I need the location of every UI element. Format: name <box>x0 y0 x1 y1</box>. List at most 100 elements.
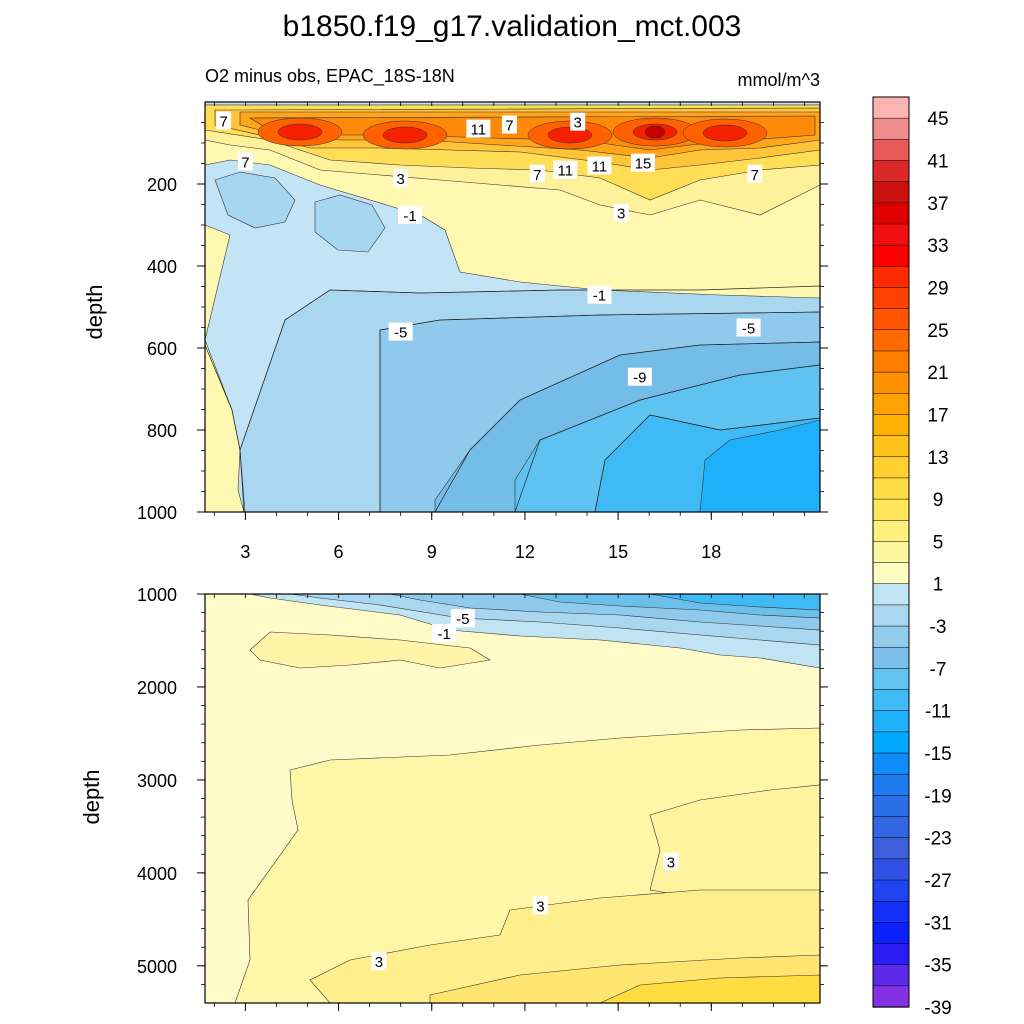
bottom-contour-label-0: -5 <box>456 611 469 628</box>
bot-band-upper-yellow <box>249 631 491 669</box>
colorbar-swatch-26 <box>872 646 910 670</box>
top-contour-line-1 <box>239 285 821 451</box>
colorbar-swatch-41 <box>872 964 910 987</box>
colorbar-label-5: 25 <box>927 321 948 342</box>
colorbar-swatch-8 <box>872 266 910 289</box>
top-hotspot-core-2 <box>547 126 593 144</box>
bottom-contour-label-2: 3 <box>667 855 675 872</box>
colorbar-label-10: 5 <box>933 532 944 553</box>
colorbar-swatch-23 <box>872 583 910 606</box>
colorbar-swatch-1 <box>872 117 910 140</box>
top-contour-label-bg-16 <box>627 367 652 386</box>
top-contour-line-3 <box>434 341 821 513</box>
top-ytick-label: 200 <box>147 175 177 195</box>
colorbar-label-3: 33 <box>927 236 948 257</box>
top-hotspot-core-1 <box>382 126 428 144</box>
colorbar: 45 41 37 33 29 25 21 17 13 9 5 1 -3 -7 -11 -15 -19 -23 -27… <box>872 96 952 1019</box>
top-contour-label-5: 3 <box>397 171 405 188</box>
colorbar-swatch-7 <box>872 244 910 267</box>
colorbar-label-20: -35 <box>924 956 951 977</box>
top-contour-label-4: 3 <box>574 115 582 132</box>
top-ytick-label: 1000 <box>137 503 177 523</box>
colorbar-swatch-5 <box>872 202 910 225</box>
top-contour-label-bg-15 <box>736 318 761 337</box>
colorbar-swatch-17 <box>872 456 910 479</box>
colorbar-swatch-13 <box>872 371 910 394</box>
bottom-ytick-label: 5000 <box>137 957 177 977</box>
top-contour-label-bg-5 <box>393 168 409 187</box>
colorbar-swatch-11 <box>872 329 910 352</box>
bottom-ytick-label: 3000 <box>137 771 177 791</box>
colorbar-swatch-29 <box>872 710 910 733</box>
figure-title: b1850.f19_g17.validation_mct.003 <box>283 10 742 43</box>
top-contour-label-bg-6 <box>529 164 545 183</box>
colorbar-swatch-6 <box>872 223 910 246</box>
colorbar-label-13: -7 <box>930 659 947 680</box>
top-contour-label-2: 11 <box>471 122 487 139</box>
top-xtick-label: 18 <box>701 542 721 562</box>
colorbar-swatch-22 <box>872 562 910 585</box>
top-hotspot-core-4 <box>702 124 748 142</box>
top-contour-label-1: 7 <box>241 154 249 171</box>
colorbar-swatch-28 <box>872 689 910 712</box>
top-contour-label-3: 7 <box>505 118 513 135</box>
colorbar-label-7: 17 <box>927 405 948 426</box>
bottom-ytick-label: 4000 <box>137 864 177 884</box>
top-contour-label-0: 7 <box>219 113 227 130</box>
bottom-contour-label-bg-4 <box>371 952 387 971</box>
colorbar-swatch-32 <box>872 773 910 797</box>
colorbar-label-16: -19 <box>924 786 951 807</box>
top-contour-label-11: 3 <box>617 206 625 223</box>
top-contour-label-6: 7 <box>533 167 541 184</box>
bottom-ytick-label: 1000 <box>137 585 177 605</box>
top-contour-label-bg-3 <box>501 115 517 134</box>
colorbar-label-18: -27 <box>924 871 951 892</box>
top-contour-label-13: -1 <box>593 288 606 305</box>
top-contour-label-bg-13 <box>587 285 612 304</box>
colorbar-label-1: 41 <box>927 151 948 172</box>
top-hotspot-core-0 <box>277 123 323 141</box>
top-contour-label-bg-11 <box>613 203 629 222</box>
colorbar-label-8: 13 <box>927 448 948 469</box>
colorbar-swatch-37 <box>872 879 910 902</box>
colorbar-swatch-10 <box>872 308 910 331</box>
colorbar-swatch-35 <box>872 837 910 860</box>
top-contour-line-4 <box>514 364 821 513</box>
top-contour-label-10: 7 <box>751 167 759 184</box>
bottom-contour-label-3: 3 <box>536 898 544 915</box>
colorbar-label-12: -3 <box>930 617 947 638</box>
colorbar-swatch-39 <box>872 922 910 945</box>
top-contour-label-7: 11 <box>558 163 574 180</box>
colorbar-swatch-27 <box>872 668 910 691</box>
colorbar-swatch-16 <box>872 435 910 458</box>
colorbar-label-2: 37 <box>927 194 948 215</box>
top-contour-label-15: -5 <box>742 321 755 338</box>
top-pocket-mid <box>314 194 386 253</box>
top-panel: 3 6 9 12 15 18 200 400 600 800 1000 7 7 11 7 3 3 7 11 11 15 7… <box>137 101 828 562</box>
colorbar-label-6: 21 <box>927 363 948 384</box>
colorbar-swatch-12 <box>872 350 910 373</box>
bottom-contour-label-bg-3 <box>532 896 548 915</box>
top-xtick-label: 9 <box>427 542 437 562</box>
colorbar-swatch-33 <box>872 795 910 818</box>
top-contour-label-9: 15 <box>635 156 652 173</box>
colorbar-swatch-3 <box>872 160 910 183</box>
colorbar-swatch-42 <box>872 985 910 1008</box>
top-contour-label-bg-9 <box>630 153 655 172</box>
top-ytick-label: 800 <box>147 421 177 441</box>
top-xtick-label: 12 <box>515 542 535 562</box>
bottom-contour-label-4: 3 <box>375 954 383 971</box>
top-contour-line-2 <box>379 311 821 512</box>
top-contour-label-bg-0 <box>216 111 232 130</box>
bottom-contour-label-bg-0 <box>450 609 475 628</box>
bottom-ytick-label: 2000 <box>137 678 177 698</box>
colorbar-label-9: 9 <box>933 490 944 511</box>
top-xtick-label: 15 <box>608 542 628 562</box>
top-contour-label-bg-7 <box>553 160 578 179</box>
top-xtick-label: 6 <box>334 542 344 562</box>
top-contour-label-16: -9 <box>633 370 646 387</box>
top-contour-label-bg-14 <box>388 322 413 341</box>
colorbar-label-19: -31 <box>924 913 951 934</box>
colorbar-swatch-0 <box>872 96 910 119</box>
